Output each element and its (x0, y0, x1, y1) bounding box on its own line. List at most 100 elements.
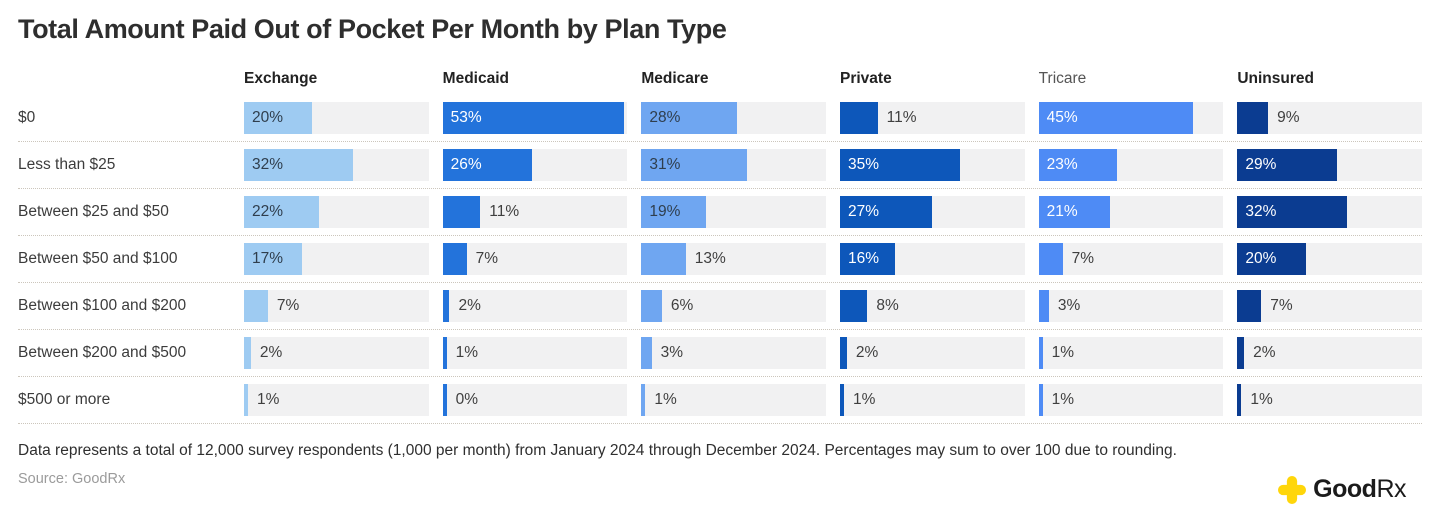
row-label: Less than $25 (18, 156, 116, 173)
bar-cell-exchange: 32% (244, 149, 429, 181)
bar-cell-private: 1% (840, 384, 1025, 416)
bar (641, 384, 646, 416)
bar-cell-medicare: 1% (641, 384, 826, 416)
bar-value-label: 11% (489, 203, 520, 220)
bar-value-label: 31% (649, 156, 681, 173)
bar-track: 1% (840, 384, 1025, 416)
row-label: $0 (18, 109, 36, 126)
bar-cell-medicare: 31% (641, 149, 826, 181)
bar-cell-tricare: 23% (1038, 149, 1224, 181)
bar-track: 35% (840, 149, 1025, 181)
bar-value-label: 23% (1046, 156, 1078, 173)
bar-cell-private: 35% (840, 149, 1025, 181)
bar-value-label: 20% (1245, 250, 1277, 267)
bar-value-label: 13% (694, 250, 726, 267)
bar-cell-tricare: 1% (1038, 384, 1224, 416)
row-label: Between $25 and $50 (18, 203, 169, 220)
bar-value-label: 20% (252, 109, 284, 126)
bar-value-label: 28% (649, 109, 681, 126)
bar-value-label: 9% (1277, 109, 1300, 126)
bar-cell-medicaid: 2% (442, 290, 628, 322)
bar-track: 9% (1237, 102, 1422, 134)
bar-track: 2% (1237, 337, 1422, 369)
bar-track: 0% (442, 384, 628, 416)
footnote-text: Data represents a total of 12,000 survey… (18, 442, 1177, 459)
bar-cell-medicare: 19% (641, 196, 826, 228)
bar-value-label: 1% (654, 391, 677, 408)
page-title: Total Amount Paid Out of Pocket Per Mont… (18, 14, 727, 44)
bar: 29% (1237, 149, 1337, 181)
bar (244, 384, 248, 416)
bar-value-label: 2% (1253, 344, 1276, 361)
bar-cell-medicaid: 11% (442, 196, 628, 228)
bar-cell-uninsured: 29% (1237, 149, 1422, 181)
bar-value-label: 35% (848, 156, 880, 173)
bar-value-label: 8% (876, 297, 899, 314)
bar (840, 102, 878, 134)
bar (1038, 337, 1043, 369)
bar (442, 384, 447, 416)
bar (442, 196, 481, 228)
table-row: $0 20% 53% 28% 11% 45% 9% (18, 95, 1422, 142)
bar-cell-medicaid: 0% (442, 384, 628, 416)
bar-value-label: 17% (252, 250, 284, 267)
bar-cell-medicare: 13% (641, 243, 826, 275)
bar: 28% (641, 102, 738, 134)
bar: 19% (641, 196, 707, 228)
bar-value-label: 6% (670, 297, 694, 314)
table-row: $500 or more 1% 0% 1% 1% 1% 1% (18, 377, 1422, 424)
bar-cell-medicaid: 7% (442, 243, 628, 275)
bar: 16% (840, 243, 895, 275)
bar-track: 22% (244, 196, 429, 228)
bar (641, 290, 662, 322)
bar-cell-tricare: 7% (1038, 243, 1224, 275)
bar-track: 32% (244, 149, 429, 181)
bar-track: 7% (1237, 290, 1422, 322)
bar-track: 17% (244, 243, 429, 275)
bar: 26% (442, 149, 532, 181)
bar-value-label: 45% (1046, 109, 1078, 126)
bar (1038, 384, 1043, 416)
bar-track: 3% (641, 337, 826, 369)
bar-value-label: 0% (455, 391, 479, 408)
bar-value-label: 19% (649, 203, 681, 220)
bar: 35% (840, 149, 960, 181)
bar-track: 1% (1038, 384, 1224, 416)
column-header-medicare: Medicare (641, 70, 709, 87)
bar-track: 11% (840, 102, 1025, 134)
row-label: Between $200 and $500 (18, 344, 187, 361)
bar-track: 3% (1038, 290, 1224, 322)
bar-track: 45% (1038, 102, 1224, 134)
goodrx-wordmark-rest: Rx (1376, 475, 1406, 503)
bar-track: 21% (1038, 196, 1224, 228)
bar-cell-uninsured: 1% (1237, 384, 1422, 416)
bar-cell-exchange: 7% (244, 290, 429, 322)
bar-cell-exchange: 22% (244, 196, 429, 228)
bar-track: 1% (442, 337, 628, 369)
bar (840, 290, 868, 322)
bar-cell-exchange: 17% (244, 243, 429, 275)
bar (840, 337, 847, 369)
bar-value-label: 16% (848, 250, 880, 267)
bar (1038, 290, 1049, 322)
bar-cell-medicaid: 26% (442, 149, 628, 181)
bar-cell-medicare: 6% (641, 290, 826, 322)
bar-track: 13% (641, 243, 826, 275)
bar (1038, 243, 1063, 275)
bar-track: 11% (442, 196, 628, 228)
bar: 27% (840, 196, 933, 228)
bar-track: 28% (641, 102, 826, 134)
bar: 20% (244, 102, 313, 134)
bar-track: 20% (1237, 243, 1422, 275)
bar-cell-uninsured: 9% (1237, 102, 1422, 134)
bar-cell-exchange: 20% (244, 102, 429, 134)
bar (244, 337, 251, 369)
bar-track: 31% (641, 149, 826, 181)
bar-value-label: 21% (1046, 203, 1078, 220)
bar (442, 290, 450, 322)
bar-value-label: 1% (1250, 391, 1273, 408)
bar: 31% (641, 149, 748, 181)
bar-cell-exchange: 1% (244, 384, 429, 416)
table-row: Less than $25 32% 26% 31% 35% 23% 29% (18, 142, 1422, 189)
